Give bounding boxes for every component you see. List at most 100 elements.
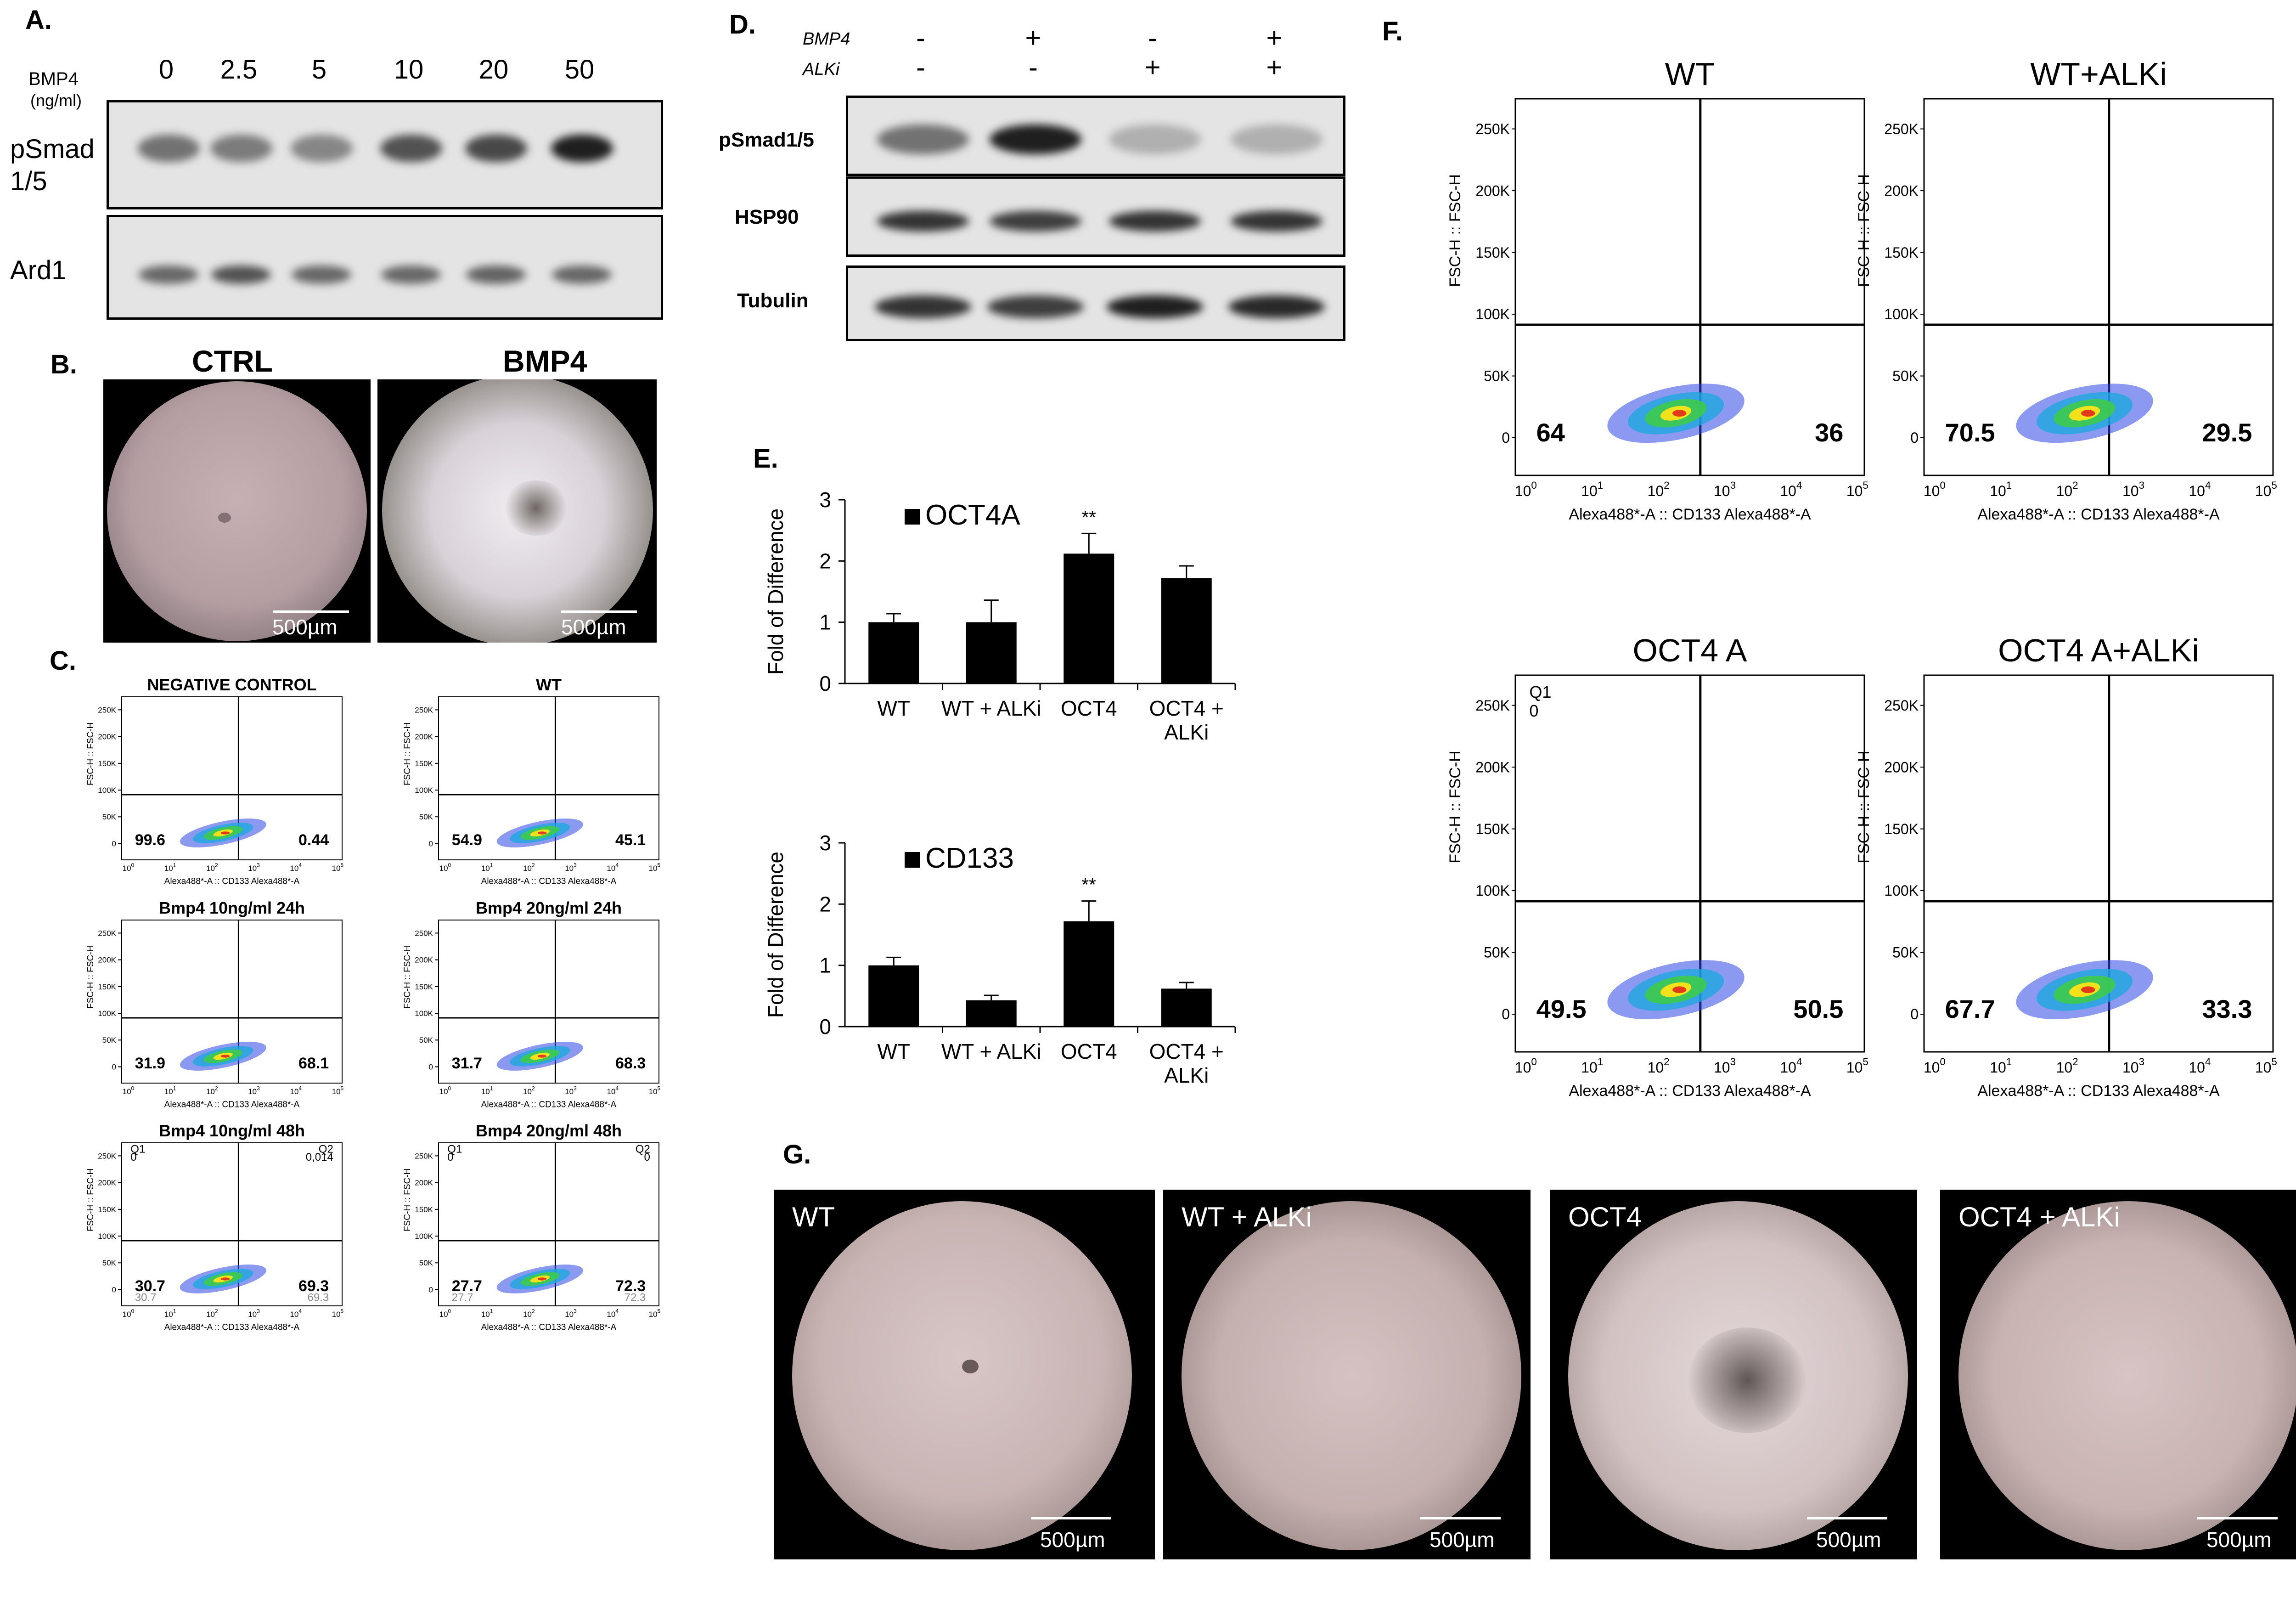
q1-label: Q1: [130, 1143, 145, 1155]
row-label-psmad: pSmad 1/5: [10, 134, 95, 196]
condition-bmp4: BMP4: [503, 344, 587, 378]
y-tick: 100K: [98, 1232, 116, 1241]
band: [210, 135, 272, 162]
y-tick: 250K: [98, 1152, 116, 1160]
q2-label: Q2: [636, 1143, 650, 1155]
x-tick: 100: [1515, 480, 1537, 499]
y-axis-label: Fold of Difference: [764, 508, 788, 675]
x-tick: 103: [248, 1085, 260, 1096]
y-axis-label: FSC-H :: FSC-H: [86, 1169, 96, 1231]
y-tick: 150K: [1475, 244, 1510, 261]
y-tick: 150K: [1475, 821, 1510, 837]
quadrant-left-value: 30.7: [135, 1277, 165, 1295]
x-tick: 101: [481, 862, 493, 873]
row-label-hsp90: HSP90: [735, 206, 799, 228]
dose-2: 5: [311, 55, 327, 85]
dose-5: 50: [564, 55, 595, 85]
q1-label: Q1: [1529, 683, 1551, 701]
y-tick: 0: [819, 1015, 831, 1039]
x-tick: 102: [2056, 480, 2078, 499]
blot-hsp90: [846, 176, 1345, 257]
category-label: OCT4: [1061, 696, 1117, 720]
quadrant-left-value: 67.7: [1945, 994, 1995, 1023]
category-label: ALKi: [1164, 720, 1209, 744]
x-axis-label: Alexa488*-A :: CD133 Alexa488*-A: [1569, 506, 1811, 523]
category-label: WT: [877, 1039, 910, 1063]
quadrant-left-value: 49.5: [1536, 994, 1587, 1023]
colony-spot: [962, 1360, 979, 1373]
x-tick: 102: [1648, 1056, 1670, 1076]
quadrant-right-value: 68.1: [298, 1055, 329, 1072]
plot-title: Bmp4 20ng/ml 48h: [476, 1121, 622, 1140]
flow-plot: 67.7 33.3 OCT4 A+ALKi 250K 200K 150K 100K 50K 0 F…: [1855, 632, 2277, 1100]
sign-ALKi-0: -: [916, 52, 925, 83]
scale-text: 500µm: [2206, 1528, 2272, 1552]
category-label: ALKi: [1164, 1063, 1209, 1087]
y-tick: 250K: [1475, 121, 1510, 137]
y-tick: 50K: [1484, 944, 1510, 961]
quadrant-left-value: 27.7: [452, 1277, 482, 1295]
y-tick: 200K: [1475, 182, 1510, 199]
y-tick: 50K: [419, 813, 433, 821]
dose-3: 10: [394, 55, 424, 85]
plot-title: Bmp4 10ng/ml 48h: [159, 1121, 305, 1140]
x-axis-label: Alexa488*-A :: CD133 Alexa488*-A: [164, 1322, 300, 1332]
x-tick: 103: [565, 1308, 577, 1319]
legend-swatch: [905, 852, 920, 868]
bar-chart-OCT4A: 0 1 2 3 ** WT WT + ALKi OCT4 OCT4 +ALKi OCT4A Fold…: [764, 488, 1236, 744]
x-axis-label: Alexa488*-A :: CD133 Alexa488*-A: [1977, 1082, 2220, 1100]
flow-plot: 70.5 29.5 WT+ALKi 250K 200K 150K 100K 50K 0 FSC-H…: [1855, 56, 2277, 523]
x-tick: 101: [481, 1308, 493, 1319]
y-tick: 200K: [1884, 759, 1919, 775]
condition-label: OCT4: [1568, 1202, 1642, 1232]
x-tick: 105: [649, 1085, 661, 1096]
x-tick: 105: [649, 862, 661, 873]
x-tick: 105: [332, 1308, 344, 1319]
scale-text-b1: 500µm: [272, 615, 338, 639]
sign-BMP4-0: -: [916, 23, 925, 53]
y-tick: 150K: [98, 759, 116, 768]
x-tick: 101: [1581, 1056, 1603, 1076]
y-tick: 100K: [415, 1009, 433, 1018]
x-tick: 100: [1515, 1056, 1537, 1076]
category-label: OCT4 +: [1149, 1039, 1224, 1063]
y-axis-label: FSC-H :: FSC-H: [86, 723, 96, 785]
x-tick: 104: [1780, 480, 1802, 499]
scatter-cloud: [1607, 384, 1745, 443]
x-tick: 104: [290, 862, 302, 873]
y-tick: 100K: [1475, 306, 1510, 322]
sign-ALKi-1: -: [1029, 52, 1038, 83]
band: [551, 135, 613, 162]
band: [875, 295, 971, 318]
x-tick: 101: [164, 1085, 176, 1096]
band: [877, 124, 969, 154]
x-tick: 103: [248, 862, 260, 873]
y-tick: 100K: [98, 786, 116, 795]
condition-ctrl: CTRL: [192, 344, 273, 378]
legend-swatch: [905, 509, 920, 525]
band: [990, 124, 1081, 154]
y-tick: 200K: [98, 956, 116, 965]
flow-plots-c: 99.6 0.44 NEGATIVE CONTROL 250K 200K 150K 100K…: [86, 675, 661, 1332]
x-tick: 105: [649, 1308, 661, 1319]
band: [290, 135, 353, 162]
y-axis-label: FSC-H :: FSC-H: [86, 946, 96, 1009]
band: [1107, 295, 1203, 318]
scale-bar: [2197, 1517, 2278, 1519]
y-tick: 50K: [419, 1259, 433, 1267]
x-tick: 100: [439, 862, 451, 873]
x-tick: 104: [2189, 1056, 2211, 1076]
panel-label-a: A.: [25, 5, 52, 35]
plot-title: WT: [1665, 56, 1715, 92]
x-axis-label: Alexa488*-A :: CD133 Alexa488*-A: [481, 1322, 617, 1332]
x-tick: 103: [565, 862, 577, 873]
x-tick: 102: [523, 1085, 535, 1096]
x-tick: 101: [1990, 480, 2012, 499]
quadrant-right-value: 0.44: [298, 831, 329, 849]
band: [465, 135, 527, 162]
x-axis-label: Alexa488*-A :: CD133 Alexa488*-A: [481, 1100, 617, 1109]
panel-label-g: G.: [783, 1140, 811, 1169]
